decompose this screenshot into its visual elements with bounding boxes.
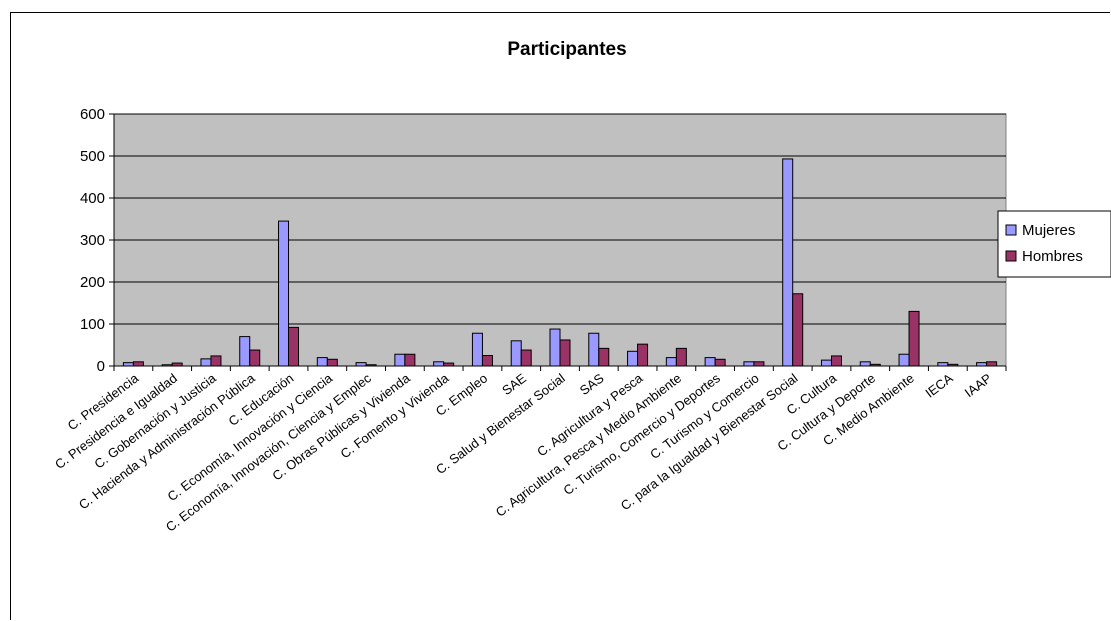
x-category-label: IAAP bbox=[962, 370, 995, 400]
gridlines bbox=[114, 113, 1006, 325]
bar-mujeres bbox=[122, 362, 134, 367]
bar-mujeres bbox=[820, 359, 832, 367]
bar-hombres bbox=[288, 326, 300, 367]
bar-hombres bbox=[249, 349, 261, 367]
y-tick-label: 500 bbox=[80, 148, 105, 165]
bar-mujeres bbox=[471, 332, 483, 367]
bar-mujeres bbox=[355, 362, 367, 367]
legend-label-hombres: Hombres bbox=[1022, 248, 1083, 265]
chart-frame: Participantes 0 100 200 300 400 500 600 C. Pre… bbox=[10, 12, 1111, 620]
x-category-label: SAE bbox=[499, 370, 529, 398]
legend-label-mujeres: Mujeres bbox=[1022, 222, 1075, 239]
y-tick-label: 0 bbox=[97, 358, 105, 375]
bar-chart: Participantes 0 100 200 300 400 500 600 C. Pre… bbox=[52, 39, 1111, 535]
bar-mujeres bbox=[239, 336, 251, 367]
bar-hombres bbox=[326, 358, 338, 367]
y-axis-ticks: 0 100 200 300 400 500 600 bbox=[80, 106, 114, 375]
x-category-label: IECA bbox=[922, 370, 956, 400]
legend: Mujeres Hombres bbox=[997, 210, 1111, 278]
bar-mujeres bbox=[743, 361, 755, 367]
bar-mujeres bbox=[278, 220, 290, 367]
y-tick-label: 100 bbox=[80, 316, 105, 333]
legend-swatch-hombres bbox=[1005, 250, 1017, 262]
bar-hombres bbox=[986, 361, 998, 367]
bar-mujeres bbox=[937, 362, 949, 367]
y-tick-label: 600 bbox=[80, 106, 105, 123]
bar-hombres bbox=[637, 343, 649, 367]
bar-mujeres bbox=[394, 353, 406, 367]
bar-hombres bbox=[830, 355, 842, 367]
bar-mujeres bbox=[549, 328, 561, 367]
bar-mujeres bbox=[627, 350, 639, 367]
bar-mujeres bbox=[898, 353, 910, 367]
bar-hombres bbox=[908, 310, 920, 367]
bar-hombres bbox=[559, 339, 571, 367]
bar-mujeres bbox=[704, 357, 716, 367]
bar-mujeres bbox=[859, 361, 871, 367]
bar-mujeres bbox=[510, 340, 522, 367]
bar-hombres bbox=[598, 347, 610, 367]
bar-hombres bbox=[481, 355, 493, 367]
bar-hombres bbox=[132, 361, 144, 367]
y-tick-label: 400 bbox=[80, 190, 105, 207]
bar-mujeres bbox=[782, 158, 794, 367]
bar-hombres bbox=[714, 358, 726, 367]
chart-title: Participantes bbox=[507, 39, 626, 60]
bar-hombres bbox=[675, 347, 687, 367]
bar-hombres bbox=[792, 293, 804, 367]
bar-mujeres bbox=[665, 357, 677, 367]
x-category-label: SAS bbox=[577, 370, 607, 398]
bar-mujeres bbox=[200, 358, 212, 367]
bar-mujeres bbox=[433, 361, 445, 367]
y-tick-label: 200 bbox=[80, 274, 105, 291]
bar-mujeres bbox=[588, 332, 600, 367]
legend-swatch-mujeres bbox=[1005, 224, 1017, 236]
legend-box bbox=[997, 210, 1111, 278]
bar-mujeres bbox=[976, 362, 988, 367]
y-tick-label: 300 bbox=[80, 232, 105, 249]
bar-mujeres bbox=[316, 357, 328, 367]
bar-hombres bbox=[404, 353, 416, 367]
bar-hombres bbox=[210, 355, 222, 367]
bar-hombres bbox=[753, 361, 765, 367]
bar-hombres bbox=[520, 349, 532, 367]
